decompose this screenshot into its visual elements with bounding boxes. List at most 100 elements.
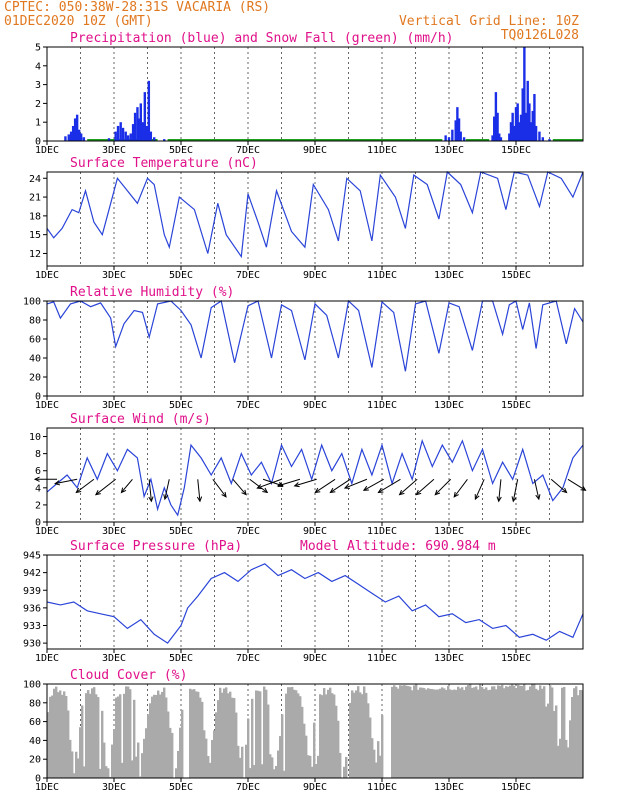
- cloud-bar: [179, 727, 182, 778]
- cloud-bar: [505, 686, 508, 778]
- wind-arrow-head: [33, 476, 40, 482]
- x-tick-label: 11DEC: [367, 653, 397, 664]
- cloud-bar: [49, 696, 52, 778]
- cloud-bar: [167, 711, 170, 778]
- precip-bar: [444, 135, 447, 141]
- precip-bar: [529, 122, 533, 141]
- precip-bar: [508, 133, 511, 141]
- cloud-bar: [537, 690, 540, 778]
- cloud-bar: [345, 756, 348, 778]
- cloud-bar: [413, 685, 416, 778]
- cloud-bar: [197, 691, 200, 778]
- cloud-bar: [513, 685, 516, 778]
- cloud-bar: [191, 689, 194, 778]
- cloud-bar: [85, 693, 88, 778]
- x-tick-label: 11DEC: [367, 400, 397, 411]
- wind-arrow-head: [262, 487, 269, 494]
- x-tick-label: 15DEC: [501, 145, 531, 156]
- y-tick-label: 942: [23, 568, 41, 579]
- y-tick-label: 100: [23, 297, 41, 308]
- y-tick-label: 80: [29, 698, 41, 709]
- cloud-bar: [181, 709, 184, 778]
- precip-bar: [447, 137, 451, 141]
- x-tick-label: 7DEC: [236, 270, 260, 281]
- y-tick-label: 24: [29, 174, 41, 185]
- cloud-bar: [315, 763, 318, 778]
- precip-bar: [71, 125, 75, 141]
- cloud-bar: [441, 687, 444, 778]
- cloud-bar: [361, 694, 364, 778]
- y-tick-label: 10: [29, 432, 41, 443]
- wind-arrow: [232, 478, 247, 495]
- cloud-bar: [545, 706, 548, 778]
- cloud-bar: [131, 760, 134, 778]
- cloud-bar: [523, 684, 526, 778]
- cloud-bar: [83, 766, 86, 778]
- header-model: TQ0126L028: [501, 28, 579, 43]
- cloud-bar: [223, 688, 226, 778]
- panel-subtitle: Model Altitude: 690.984 m: [300, 539, 496, 554]
- precip-bar: [119, 122, 122, 141]
- cloud-bar: [213, 730, 216, 778]
- cloud-bar: [349, 702, 352, 778]
- cloud-bar: [257, 690, 260, 778]
- y-tick-label: 945: [23, 551, 41, 562]
- cloud-bar: [75, 751, 78, 778]
- precip-bar: [518, 122, 521, 141]
- cloud-bar: [77, 758, 80, 778]
- cloud-bar: [97, 697, 100, 778]
- precip-bar: [462, 137, 466, 141]
- cloud-bar: [121, 762, 124, 778]
- wind-arrow-head: [362, 485, 369, 491]
- cloud-bar: [329, 687, 332, 778]
- cloud-bar: [145, 728, 148, 778]
- cloud-bar: [249, 768, 252, 778]
- cloud-bar: [155, 694, 158, 778]
- cloud-bar: [533, 684, 536, 778]
- wind-arrow: [277, 478, 301, 487]
- cloud-bar: [271, 757, 274, 778]
- cloud-bar: [429, 688, 432, 778]
- cloud-bar: [575, 686, 578, 778]
- wind-arrows: [33, 476, 587, 503]
- cloud-bar: [411, 690, 414, 778]
- cloud-bar: [483, 688, 486, 778]
- x-tick-label: 13DEC: [434, 653, 464, 664]
- cloud-bar: [479, 684, 482, 778]
- cloud-bar: [247, 718, 250, 778]
- x-tick-label: 1DEC: [35, 782, 59, 793]
- x-tick-label: 13DEC: [434, 270, 464, 281]
- cloud-bar: [177, 750, 180, 778]
- wind-arrow-head: [434, 489, 441, 496]
- cloud-bar: [459, 688, 462, 778]
- y-tick-label: 12: [29, 249, 41, 260]
- wind-arrow-head: [580, 485, 587, 491]
- cloud-bar: [95, 694, 98, 778]
- cloud-bar: [209, 762, 212, 778]
- cloud-bar: [373, 749, 376, 778]
- wind-arrow-head: [415, 489, 422, 496]
- cloud-bar: [377, 741, 380, 778]
- cloud-bar: [473, 687, 476, 778]
- cloud-bar: [137, 742, 140, 778]
- cloud-bar: [141, 753, 144, 778]
- cloud-bar: [221, 692, 224, 778]
- cloud-bar: [119, 694, 122, 778]
- wind-arrow: [294, 478, 317, 487]
- cloud-bar: [251, 698, 254, 778]
- x-tick-label: 7DEC: [236, 145, 260, 156]
- cloud-bar: [319, 694, 322, 778]
- cloud-bar: [433, 689, 436, 778]
- cloud-bar: [439, 688, 442, 778]
- cloud-bar: [165, 697, 168, 778]
- y-tick-label: 3: [35, 80, 41, 91]
- y-tick-label: 20: [29, 755, 41, 766]
- x-tick-label: 13DEC: [434, 145, 464, 156]
- cloud-bar: [261, 764, 264, 778]
- cloud-bar: [107, 768, 110, 778]
- y-tick-label: 2: [35, 99, 41, 110]
- y-tick-label: 4: [35, 61, 41, 72]
- cloud-bar: [569, 720, 572, 778]
- cloud-bar: [521, 685, 524, 778]
